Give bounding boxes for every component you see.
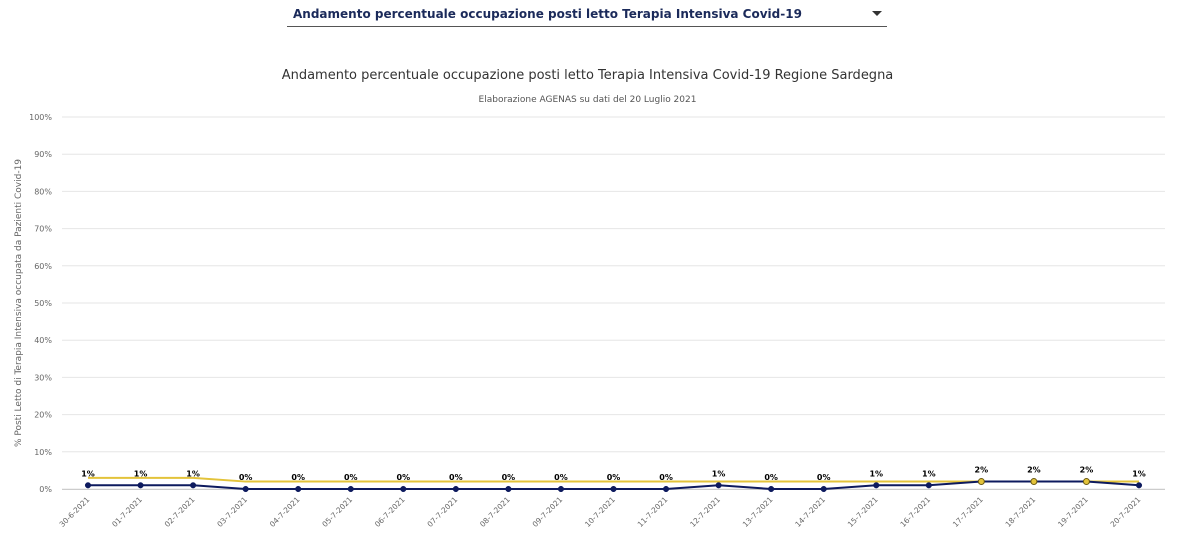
chevron-down-icon[interactable] — [872, 11, 882, 16]
data-point — [820, 485, 827, 493]
data-label: 0% — [239, 473, 253, 482]
data-point — [1135, 482, 1143, 489]
series-line — [88, 476, 1139, 483]
x-tick-label: 20-7-2021 — [1109, 495, 1143, 529]
data-point — [190, 482, 197, 489]
data-label: 1% — [922, 469, 936, 478]
x-tick-label: 11-7-2021 — [636, 495, 670, 529]
data-label: 1% — [134, 469, 148, 478]
x-tick-label: 30-6-2021 — [58, 495, 92, 529]
y-tick-label: 60% — [34, 262, 52, 271]
chart-subtitle: Elaborazione AGENAS su dati del 20 Lugli… — [478, 95, 697, 105]
data-point — [715, 482, 722, 489]
data-label: 1% — [186, 469, 200, 478]
x-tick-label: 08-7-2021 — [478, 495, 512, 529]
x-tick-label: 01-7-2021 — [110, 495, 144, 529]
data-label: 2% — [975, 466, 989, 475]
x-tick-label: 04-7-2021 — [268, 495, 302, 529]
y-tick-label: 80% — [34, 187, 52, 196]
x-tick-label: 15-7-2021 — [846, 495, 880, 529]
y-tick-label: 90% — [34, 150, 52, 159]
data-label: 0% — [344, 473, 358, 482]
data-label: 1% — [869, 469, 883, 478]
data-label: 0% — [607, 473, 621, 482]
data-point — [242, 485, 249, 493]
x-tick-label: 06-7-2021 — [373, 495, 407, 529]
x-tick-label: 12-7-2021 — [688, 495, 722, 529]
data-point — [295, 485, 302, 493]
data-point — [84, 482, 92, 489]
y-tick-label: 20% — [34, 411, 52, 420]
x-tick-label: 19-7-2021 — [1056, 495, 1090, 529]
data-label: 0% — [397, 473, 411, 482]
data-point — [505, 485, 512, 493]
y-tick-label: 70% — [34, 225, 52, 234]
data-point — [400, 485, 407, 493]
data-point — [873, 482, 880, 489]
y-tick-label: 0% — [39, 485, 52, 494]
chart-title: Andamento percentuale occupazione posti … — [281, 68, 894, 83]
data-label: 1% — [81, 469, 95, 478]
data-label: 0% — [659, 473, 673, 482]
data-point — [925, 482, 932, 489]
data-label: 1% — [712, 469, 726, 478]
data-label: 2% — [1027, 466, 1041, 475]
data-point — [977, 478, 985, 486]
data-point — [663, 485, 670, 493]
y-tick-label: 30% — [34, 373, 52, 382]
x-tick-label: 13-7-2021 — [741, 495, 775, 529]
data-point — [610, 485, 617, 493]
data-label: 0% — [764, 473, 778, 482]
y-tick-label: 40% — [34, 336, 52, 345]
x-tick-label: 07-7-2021 — [425, 495, 459, 529]
x-tick-label: 14-7-2021 — [793, 495, 827, 529]
x-tick-label: 17-7-2021 — [951, 495, 985, 529]
data-point — [1030, 478, 1038, 486]
y-tick-label: 10% — [34, 448, 52, 457]
x-tick-label: 05-7-2021 — [320, 495, 354, 529]
chart-selector-label: Andamento percentuale occupazione posti … — [293, 7, 802, 21]
y-tick-label: 50% — [34, 299, 52, 308]
x-tick-label: 02-7-2021 — [163, 495, 197, 529]
data-label: 0% — [554, 473, 568, 482]
data-point — [557, 485, 565, 493]
data-point — [137, 482, 144, 489]
data-label: 1% — [1132, 469, 1146, 478]
data-label: 0% — [449, 473, 463, 482]
chart-selector-dropdown[interactable]: Andamento percentuale occupazione posti … — [287, 0, 887, 27]
y-tick-label: 100% — [29, 113, 52, 122]
data-label: 0% — [291, 473, 305, 482]
data-point — [768, 485, 775, 493]
data-label: 0% — [502, 473, 516, 482]
x-tick-label: 16-7-2021 — [898, 495, 932, 529]
data-point — [1082, 478, 1090, 486]
data-label: 0% — [817, 473, 831, 482]
data-point — [452, 485, 459, 493]
x-tick-label: 10-7-2021 — [583, 495, 617, 529]
x-tick-label: 18-7-2021 — [1003, 495, 1037, 529]
x-tick-label: 03-7-2021 — [215, 495, 249, 529]
data-point — [347, 485, 354, 493]
data-label: 2% — [1080, 466, 1094, 475]
x-tick-label: 09-7-2021 — [531, 495, 565, 529]
